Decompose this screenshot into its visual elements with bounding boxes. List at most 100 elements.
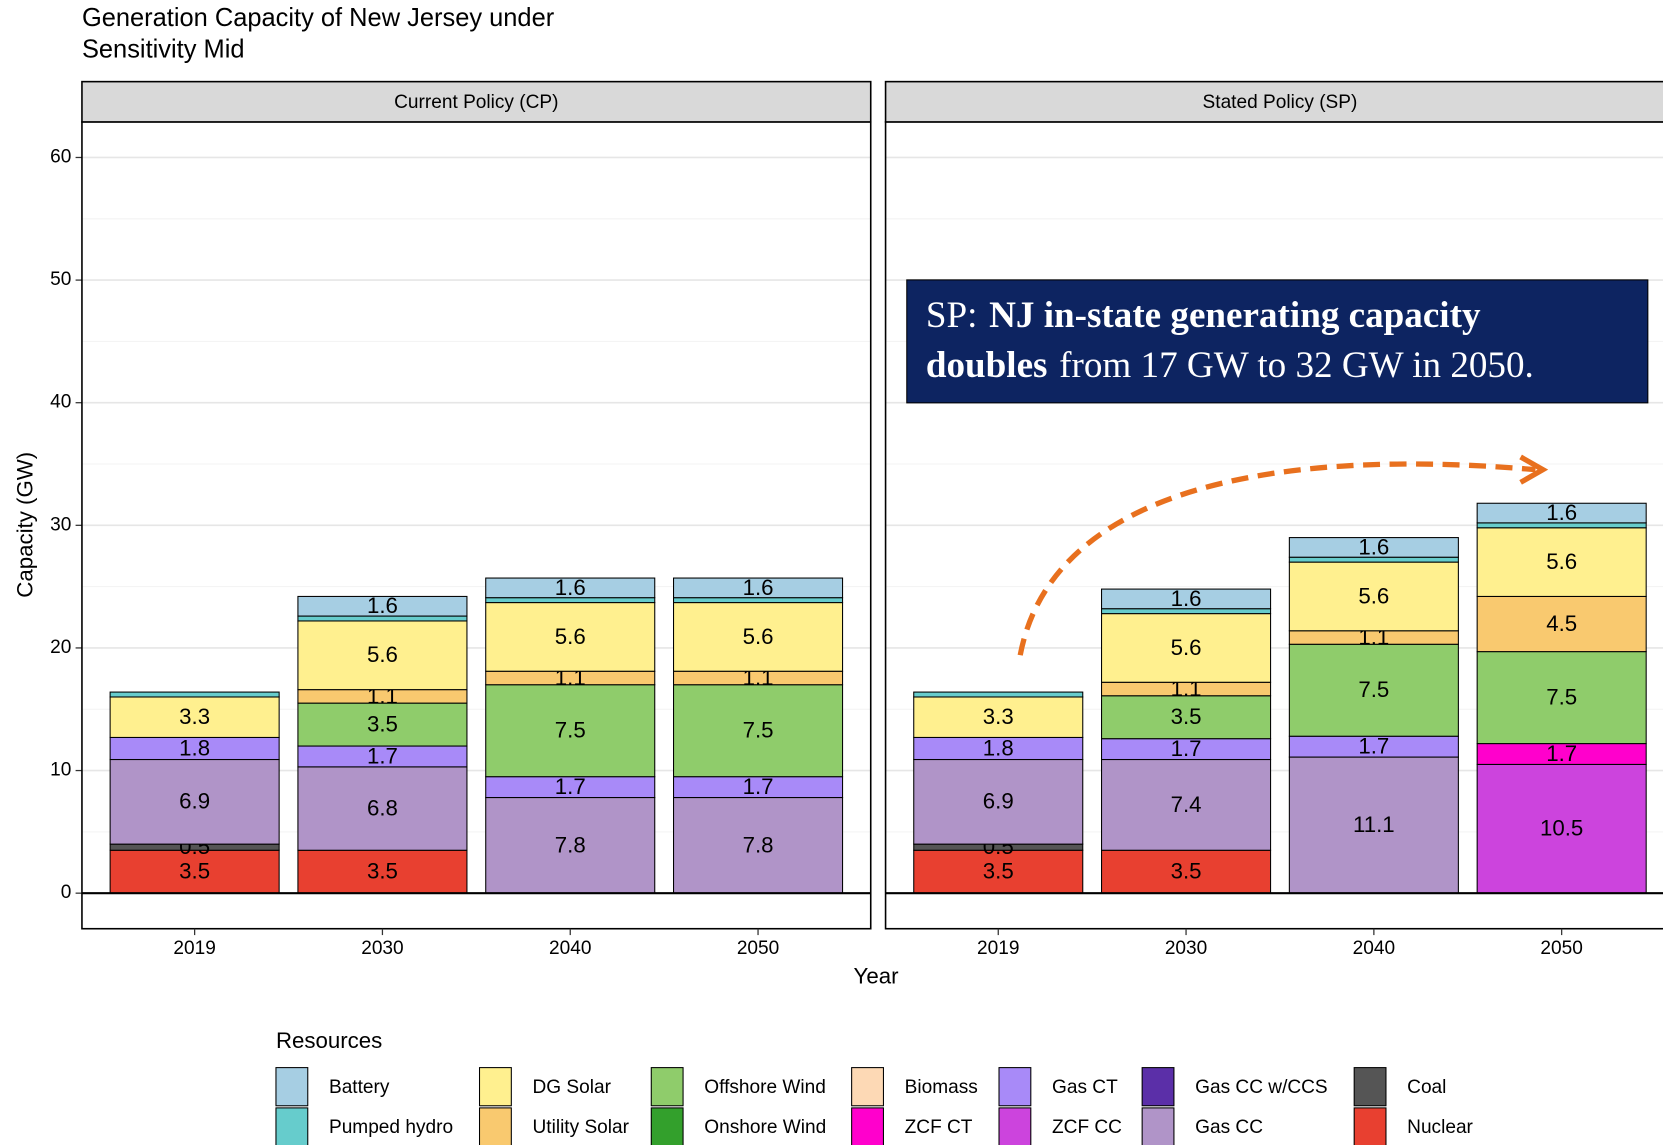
chart-title: Generation Capacity of New Jersey under bbox=[82, 4, 555, 32]
chart-title: Sensitivity Mid bbox=[82, 36, 245, 64]
x-tick-label: 2040 bbox=[549, 938, 591, 959]
value-label: 1.6 bbox=[1358, 534, 1389, 559]
value-label: 1.7 bbox=[1358, 734, 1389, 759]
bar-segment bbox=[297, 620, 468, 691]
value-label: 3.5 bbox=[367, 712, 398, 737]
legend-label: Offshore Wind bbox=[704, 1077, 826, 1098]
bar-segment bbox=[109, 691, 280, 698]
facet-strip bbox=[81, 80, 872, 123]
legend-key bbox=[998, 1107, 1032, 1145]
legend-key bbox=[1353, 1067, 1387, 1107]
bar-segment bbox=[485, 602, 656, 672]
value-label: 5.6 bbox=[1358, 583, 1389, 608]
legend-key bbox=[478, 1067, 512, 1107]
legend-label: Coal bbox=[1407, 1077, 1446, 1098]
y-tick-label: 60 bbox=[50, 147, 71, 168]
value-label: 7.5 bbox=[555, 718, 586, 743]
legend-key bbox=[478, 1107, 512, 1145]
value-label: 6.8 bbox=[367, 795, 398, 820]
value-label: 10.5 bbox=[1540, 816, 1583, 841]
y-tick-label: 0 bbox=[61, 882, 72, 903]
legend-label: Gas CC bbox=[1195, 1117, 1263, 1138]
value-label: 3.3 bbox=[983, 704, 1014, 729]
value-label: 1.6 bbox=[743, 575, 774, 600]
legend-label: ZCF CC bbox=[1052, 1117, 1122, 1138]
bar-segment bbox=[1288, 561, 1459, 632]
value-label: 7.5 bbox=[1546, 685, 1577, 710]
value-label: 7.5 bbox=[1358, 677, 1389, 702]
bar-segment bbox=[485, 796, 656, 894]
legend-label: Utility Solar bbox=[533, 1117, 630, 1138]
x-tick-label: 2030 bbox=[1165, 938, 1207, 959]
value-label: 1.8 bbox=[983, 735, 1014, 760]
legend-key bbox=[650, 1067, 684, 1107]
bar-segment bbox=[1476, 763, 1647, 894]
value-label: 1.7 bbox=[555, 774, 586, 799]
legend-label: Gas CT bbox=[1052, 1077, 1118, 1098]
bar-segment bbox=[109, 696, 280, 738]
x-tick-label: 2019 bbox=[977, 938, 1019, 959]
bar-segment bbox=[673, 602, 844, 672]
annotation-arrowhead bbox=[1519, 454, 1549, 485]
value-label: 11.1 bbox=[1353, 812, 1395, 837]
value-label: 1.7 bbox=[743, 774, 774, 799]
annotation-text: doubles from 17 GW to 32 GW in 2050. bbox=[926, 344, 1534, 385]
legend-label: Onshore Wind bbox=[704, 1117, 826, 1138]
legend-label: Pumped hydro bbox=[329, 1117, 453, 1138]
y-tick-label: 20 bbox=[50, 637, 71, 658]
bar-segment bbox=[913, 696, 1084, 738]
bar-segment bbox=[297, 849, 468, 894]
annotation-box bbox=[906, 279, 1649, 404]
value-label: 7.4 bbox=[1171, 792, 1202, 817]
bar-segment bbox=[297, 702, 468, 747]
legend-label: DG Solar bbox=[533, 1077, 612, 1098]
y-tick-label: 10 bbox=[50, 760, 71, 781]
bar-segment bbox=[1476, 527, 1647, 597]
legend-key bbox=[851, 1107, 884, 1145]
annotation-run: doubles bbox=[926, 344, 1048, 385]
value-label: 5.6 bbox=[1171, 635, 1202, 660]
value-label: 3.3 bbox=[179, 704, 210, 729]
facet-strip bbox=[884, 80, 1663, 123]
value-label: 1.6 bbox=[1171, 586, 1202, 611]
legend-key bbox=[275, 1107, 309, 1145]
x-tick-label: 2030 bbox=[361, 938, 403, 959]
bar-segment bbox=[913, 691, 1084, 698]
legend-title: Resources bbox=[276, 1028, 382, 1053]
y-tick-label: 50 bbox=[50, 269, 71, 290]
bar-segment bbox=[1476, 651, 1647, 745]
x-tick-label: 2040 bbox=[1353, 938, 1395, 959]
value-label: 3.5 bbox=[179, 859, 210, 884]
bar-segment bbox=[1101, 758, 1272, 851]
value-label: 1.6 bbox=[1546, 500, 1577, 525]
x-tick-label: 2019 bbox=[173, 938, 215, 959]
bar-segment bbox=[1101, 849, 1272, 894]
value-label: 4.5 bbox=[1546, 611, 1577, 636]
value-label: 6.9 bbox=[179, 789, 210, 814]
facet-title: Current Policy (CP) bbox=[394, 92, 558, 113]
bar-segment bbox=[1101, 588, 1272, 610]
value-label: 6.9 bbox=[983, 789, 1014, 814]
bar-segment bbox=[485, 684, 656, 778]
legend-key bbox=[851, 1067, 884, 1107]
bar-segment bbox=[673, 577, 844, 599]
annotation-text: SP: NJ in-state generating capacity bbox=[926, 295, 1481, 336]
value-label: 5.6 bbox=[367, 642, 398, 667]
annotation-arrow bbox=[1017, 461, 1536, 656]
bar-segment bbox=[297, 766, 468, 851]
value-label: 5.6 bbox=[1546, 549, 1577, 574]
bar-segment bbox=[1288, 756, 1459, 894]
annotation-run: NJ in-state generating capacity bbox=[989, 295, 1481, 336]
bar-segment bbox=[1101, 613, 1272, 683]
value-label: 5.6 bbox=[743, 624, 774, 649]
legend-label: Gas CC w/CCS bbox=[1195, 1077, 1328, 1098]
legend-key bbox=[1141, 1067, 1175, 1107]
value-label: 1.7 bbox=[1171, 736, 1202, 761]
bar-segment bbox=[913, 758, 1084, 845]
y-tick-label: 40 bbox=[50, 392, 71, 413]
value-label: 3.5 bbox=[1171, 859, 1202, 884]
legend-label: Nuclear bbox=[1407, 1117, 1473, 1138]
value-label: 3.5 bbox=[1171, 704, 1202, 729]
value-label: 1.6 bbox=[367, 593, 398, 618]
